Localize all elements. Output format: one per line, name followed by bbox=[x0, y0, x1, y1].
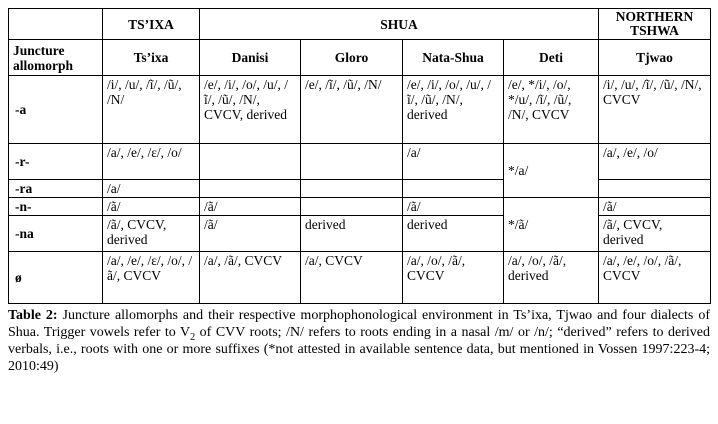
cell-tjwao: /ã/, CVCV, derived bbox=[598, 215, 712, 252]
cell-gloro bbox=[300, 197, 403, 216]
cell-tsixa: /ã/ bbox=[102, 197, 200, 216]
cell-nata-shua: /a/, /o/, /ã/, CVCV bbox=[402, 251, 504, 304]
cell-tsixa: /a/, /e/, /ɛ/, /o/, /ã/, CVCV bbox=[102, 251, 200, 304]
document-page: TS’IXA SHUA NORTHERN TSHWA Juncture allo… bbox=[8, 8, 712, 375]
cell-deti-merged: */a/ bbox=[502, 143, 600, 198]
caption-label: Table 2: bbox=[8, 308, 58, 323]
allomorph-label: -na bbox=[8, 215, 103, 252]
row-na: -na /ã/, CVCV, derived /ã/ derived deriv… bbox=[8, 215, 712, 252]
cell-tjwao bbox=[598, 179, 712, 198]
cell-gloro: /e/, /ĩ/, /ũ/, /N/ bbox=[300, 75, 403, 144]
cell-tjwao: /a/, /e/, /o/, /ã/, CVCV bbox=[598, 251, 712, 304]
table-caption: Table 2: Juncture allomorphs and their r… bbox=[8, 307, 710, 375]
allomorph-label: -n- bbox=[8, 197, 103, 216]
cell-gloro: derived bbox=[300, 215, 403, 252]
cell-deti-merged: */ã/ bbox=[502, 197, 600, 252]
cell-gloro: /a/, CVCV bbox=[300, 251, 403, 304]
cell-tsixa: /a/, /e/, /ɛ/, /o/ bbox=[102, 143, 200, 180]
caption-text: Juncture allomorphs and their respective… bbox=[8, 308, 710, 340]
allomorph-label: -ra bbox=[8, 179, 103, 198]
cell-deti: /a/, /o/, /ã/, derived bbox=[502, 251, 600, 304]
juncture-allomorph-table: TS’IXA SHUA NORTHERN TSHWA Juncture allo… bbox=[8, 8, 712, 304]
cell-nata-shua: derived bbox=[402, 215, 504, 252]
allomorph-label: -a bbox=[8, 75, 103, 144]
col-header-danisi: Danisi bbox=[199, 39, 301, 76]
cell-gloro bbox=[300, 143, 403, 180]
allomorph-label: -r- bbox=[8, 143, 103, 180]
juncture-allomorph-header: Juncture allomorph bbox=[8, 39, 103, 76]
cell-deti: /e/, */i/, /o/, */u/, /ĩ/, /ũ/, /N/, CVC… bbox=[502, 75, 600, 144]
group-header-row: TS’IXA SHUA NORTHERN TSHWA bbox=[8, 8, 712, 40]
row-zero: ø /a/, /e/, /ɛ/, /o/, /ã/, CVCV /a/, /ã/… bbox=[8, 251, 712, 304]
caption-text-continued: of CVV roots; /N/ refers to roots ending… bbox=[8, 325, 710, 374]
cell-tsixa: /i/, /u/, /ĩ/, /ũ/, /N/ bbox=[102, 75, 200, 144]
row-n: -n- /ã/ /ã/ /ã/ */ã/ /ã/ bbox=[8, 197, 712, 252]
cell-tjwao: /a/, /e/, /o/ bbox=[598, 143, 712, 180]
group-header-tsixa: TS’IXA bbox=[102, 8, 200, 40]
group-header-northern-tshwa: NORTHERN TSHWA bbox=[598, 8, 712, 40]
caption-subscript: 2 bbox=[190, 331, 196, 343]
cell-tsixa: /ã/, CVCV, derived bbox=[102, 215, 200, 252]
cell-nata-shua: /ã/ bbox=[402, 197, 504, 216]
cell-danisi: /a/, /ã/, CVCV bbox=[199, 251, 301, 304]
group-header-shua: SHUA bbox=[198, 8, 600, 40]
col-header-nata-shua: Nata-Shua bbox=[402, 39, 504, 76]
row-a: -a /i/, /u/, /ĩ/, /ũ/, /N/ /e/, /i/, /o/… bbox=[8, 75, 712, 144]
cell-tsixa: /a/ bbox=[102, 179, 200, 198]
cell-danisi bbox=[199, 179, 301, 198]
col-header-gloro: Gloro bbox=[300, 39, 403, 76]
row-ra: -ra /a/ bbox=[8, 179, 712, 198]
col-header-tjwao: Tjwao bbox=[598, 39, 712, 76]
cell-danisi bbox=[199, 143, 301, 180]
col-header-deti: Deti bbox=[502, 39, 600, 76]
cell-tjwao: /ã/ bbox=[598, 197, 712, 216]
empty-corner-cell bbox=[8, 8, 103, 40]
allomorph-label: ø bbox=[8, 251, 103, 304]
cell-nata-shua: /e/, /i/, /o/, /u/, /ĩ/, /ũ/, /N/, deriv… bbox=[402, 75, 504, 144]
row-r: -r- /a/, /e/, /ɛ/, /o/ /a/ */a/ /a/, /e/… bbox=[8, 143, 712, 198]
cell-nata-shua bbox=[402, 179, 504, 198]
column-header-row: Juncture allomorph Ts’ixa Danisi Gloro N… bbox=[8, 39, 712, 76]
col-header-tsixa: Ts’ixa bbox=[102, 39, 200, 76]
cell-nata-shua: /a/ bbox=[402, 143, 504, 180]
cell-danisi: /e/, /i/, /o/, /u/, /ĩ/, /ũ/, /N/, CVCV,… bbox=[199, 75, 301, 144]
cell-danisi: /ã/ bbox=[199, 215, 301, 252]
cell-gloro bbox=[300, 179, 403, 198]
cell-danisi: /ã/ bbox=[199, 197, 301, 216]
cell-tjwao: /i/, /u/, /ĩ/, /ũ/, /N/, CVCV bbox=[598, 75, 712, 144]
